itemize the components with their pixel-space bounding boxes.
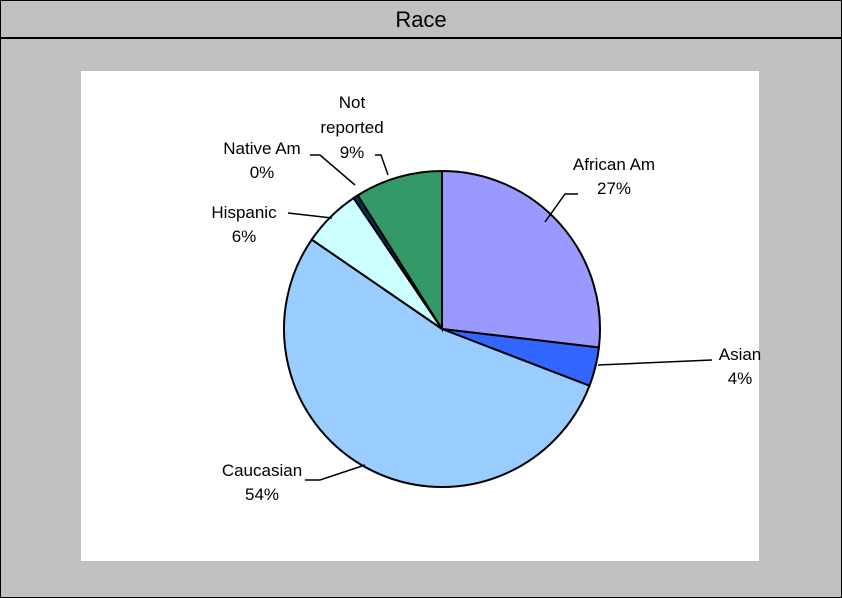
data-label-not-reported: reported bbox=[320, 118, 383, 137]
leader-line-asian bbox=[597, 359, 713, 366]
data-label-pct-not-reported: 9% bbox=[340, 143, 365, 162]
data-label-asian: Asian bbox=[719, 345, 762, 364]
leader-line-hispanic bbox=[287, 212, 333, 219]
data-label-not-reported: Not bbox=[339, 93, 366, 112]
data-label-pct-caucasian: 54% bbox=[245, 485, 279, 504]
leader-line-african-am bbox=[544, 193, 578, 223]
data-label-hispanic: Hispanic bbox=[211, 203, 277, 222]
data-label-pct-native-am: 0% bbox=[250, 163, 275, 182]
data-label-native-am: Native Am bbox=[223, 139, 300, 158]
data-label-pct-african-am: 27% bbox=[597, 179, 631, 198]
pie-slice-african-am bbox=[441, 169, 601, 349]
data-label-pct-asian: 4% bbox=[728, 369, 753, 388]
leader-line-native-am bbox=[310, 154, 356, 186]
chart-title: Race bbox=[1, 1, 841, 39]
pie-slice-not-reported bbox=[356, 169, 443, 333]
pie-slice-caucasian bbox=[283, 238, 591, 488]
leader-line-caucasian bbox=[305, 464, 366, 481]
leader-line-not-reported bbox=[375, 154, 389, 176]
data-label-caucasian: Caucasian bbox=[222, 461, 302, 480]
data-label-pct-hispanic: 6% bbox=[232, 227, 257, 246]
data-label-african-am: African Am bbox=[573, 155, 655, 174]
